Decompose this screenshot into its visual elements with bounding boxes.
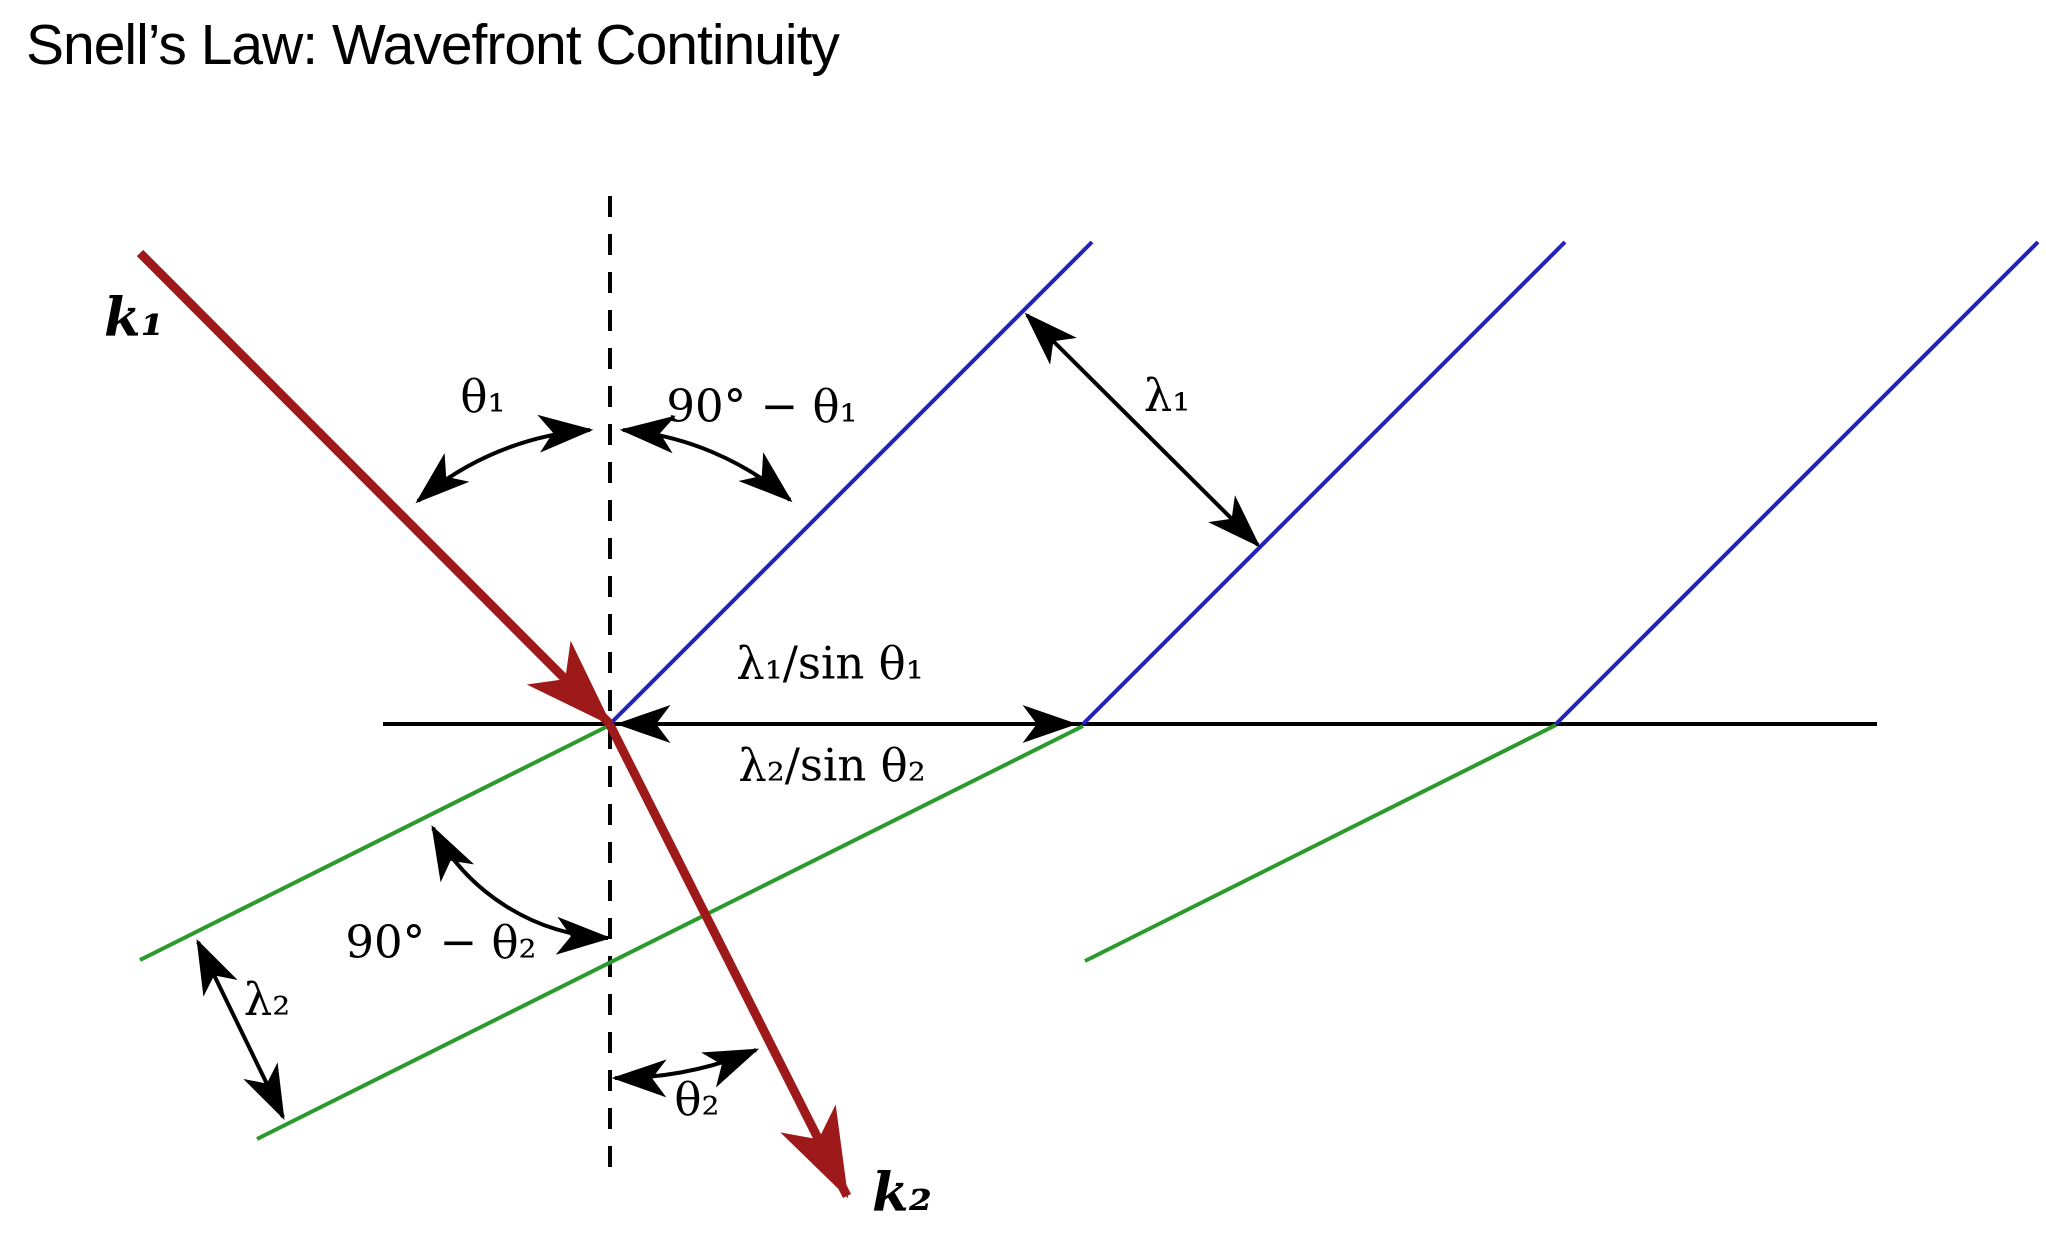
lambda2-arrow — [196, 938, 285, 1121]
medium2-wavefront-1 — [139, 723, 611, 962]
diagram-title: Snell’s Law: Wavefront Continuity — [26, 13, 840, 77]
theta1-label: θ₁ — [460, 370, 505, 423]
lambda1-label: λ₁ — [1144, 369, 1191, 422]
theta2-label: θ₂ — [674, 1073, 719, 1126]
theta1-angle-arc — [415, 414, 594, 504]
medium2-wavefront-2 — [256, 724, 1084, 1141]
k2-label: k₂ — [872, 1162, 932, 1224]
lambda2-over-sin-theta2-label: λ₂/sin θ₂ — [738, 739, 926, 792]
ninety-minus-theta1-label: 90° − θ₁ — [666, 380, 857, 433]
lambda1-arrow — [1024, 312, 1261, 548]
ninety-minus-theta2-angle-arc — [431, 825, 612, 955]
lambda1-over-sin-theta1-label: λ₁/sin θ₁ — [736, 637, 924, 690]
theta2-angle-arc — [611, 1048, 760, 1098]
medium2-wavefront-3-stroke — [1084, 723, 1557, 963]
medium1-wavefront-3 — [1554, 240, 2040, 726]
incident-ray-k1 — [136, 249, 614, 728]
k1-label: k₁ — [104, 287, 164, 349]
ninety-minus-theta1-angle-arc — [619, 415, 793, 503]
lambda2-label: λ₂ — [244, 973, 291, 1026]
medium1-wavefront-1 — [608, 240, 1094, 726]
medium1-wavefront-2 — [1081, 240, 1567, 726]
ninety-minus-theta2-label: 90° − θ₂ — [345, 916, 536, 969]
refracted-ray-k2 — [605, 722, 852, 1199]
